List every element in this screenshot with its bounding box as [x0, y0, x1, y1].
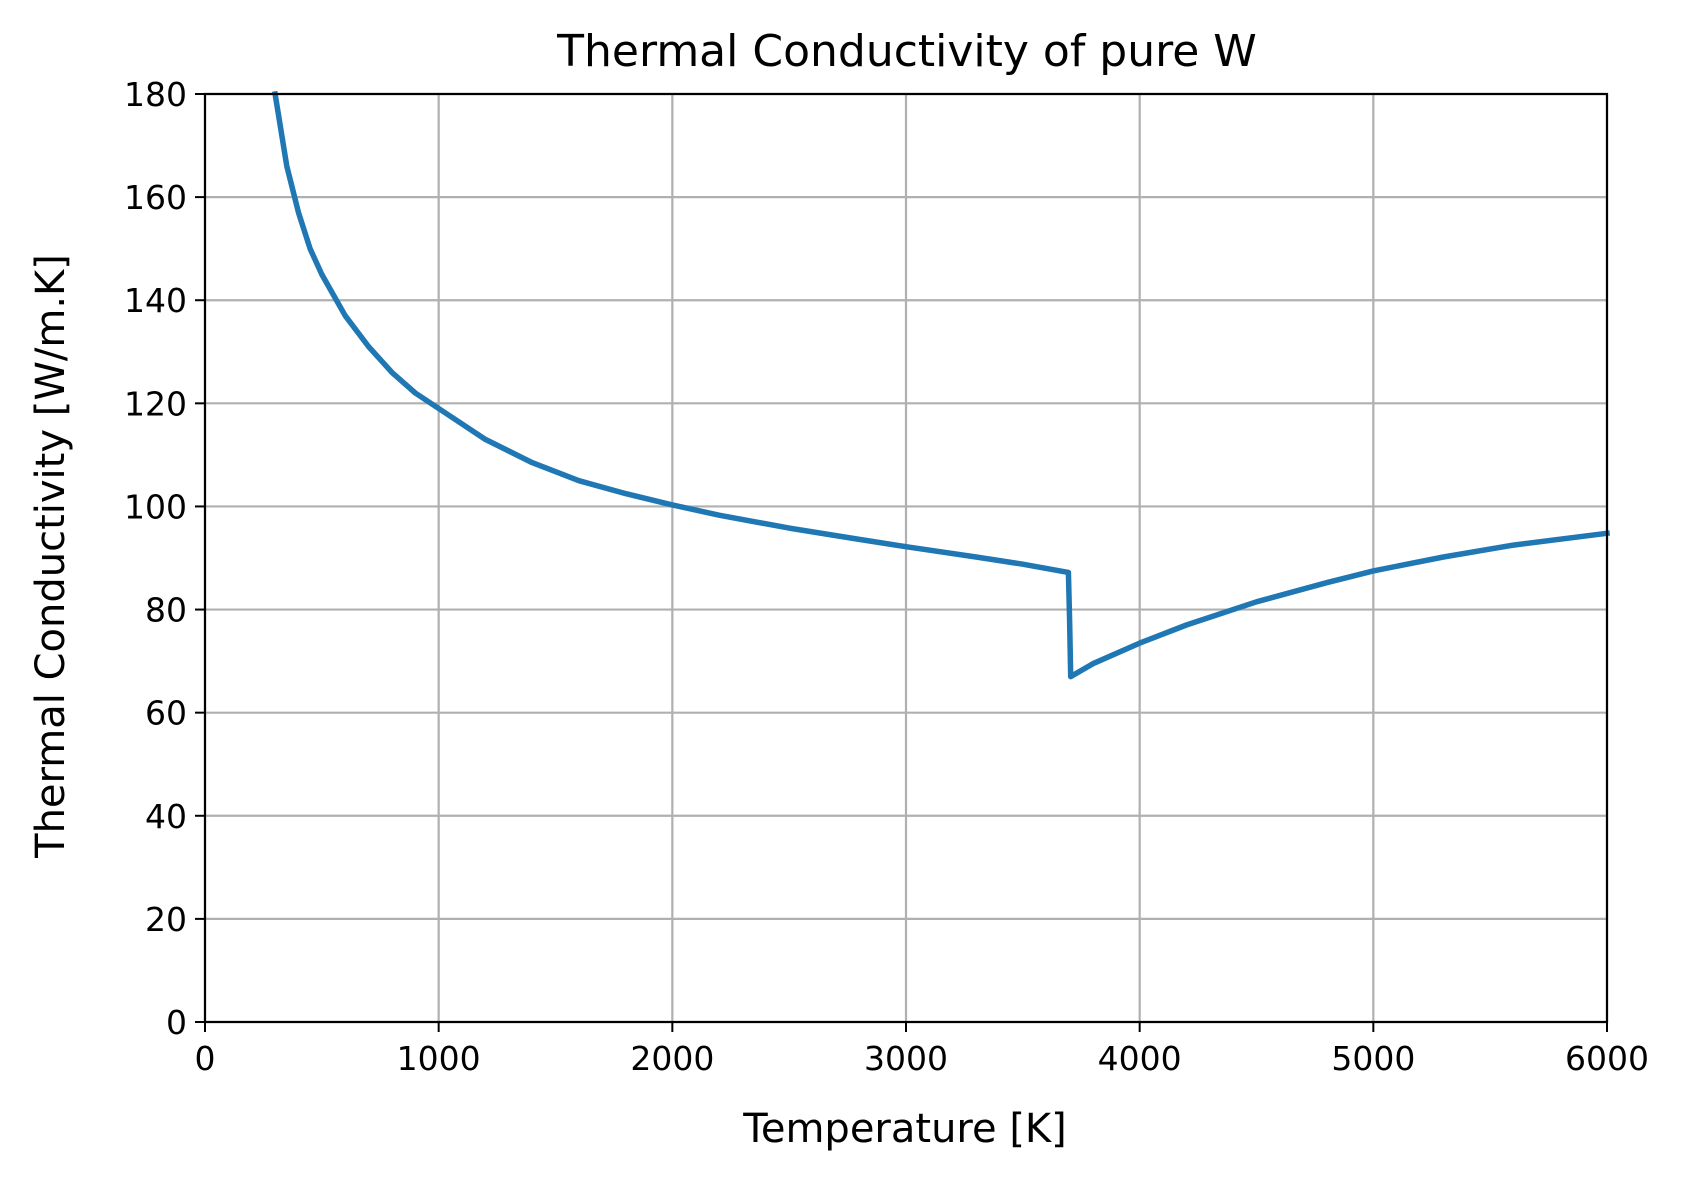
y-tick-label: 40	[145, 797, 187, 836]
y-tick-label: 100	[124, 487, 187, 526]
plot-frame	[203, 92, 1609, 1024]
chart-title: Thermal Conductivity of pure W	[556, 26, 1257, 77]
y-tick-label: 160	[124, 178, 187, 217]
y-axis-label: Thermal Conductivity [W/m.K]	[28, 254, 74, 859]
y-tick-label: 20	[145, 900, 187, 939]
x-axis-label: Temperature [K]	[742, 1106, 1067, 1152]
series-line	[271, 90, 1611, 680]
x-tick-label: 4000	[1098, 1039, 1182, 1078]
x-tick-label: 0	[195, 1039, 216, 1078]
x-tick-label: 3000	[864, 1039, 948, 1078]
x-tick-label: 6000	[1565, 1039, 1649, 1078]
y-tick-label: 80	[145, 591, 187, 630]
x-tick-label: 1000	[397, 1039, 481, 1078]
series-group	[271, 90, 1611, 680]
y-tick-label: 0	[166, 1003, 187, 1042]
x-tick-label: 2000	[630, 1039, 714, 1078]
x-tick-label: 5000	[1331, 1039, 1415, 1078]
y-tick-label: 60	[145, 694, 187, 733]
axis-ticks: 0 1000 2000 3000 4000 5000 6000 0 20 40 60 80 100 120…	[124, 75, 1649, 1078]
y-tick-label: 120	[124, 384, 187, 423]
y-tick-label: 140	[124, 281, 187, 320]
y-tick-label: 180	[124, 75, 187, 114]
